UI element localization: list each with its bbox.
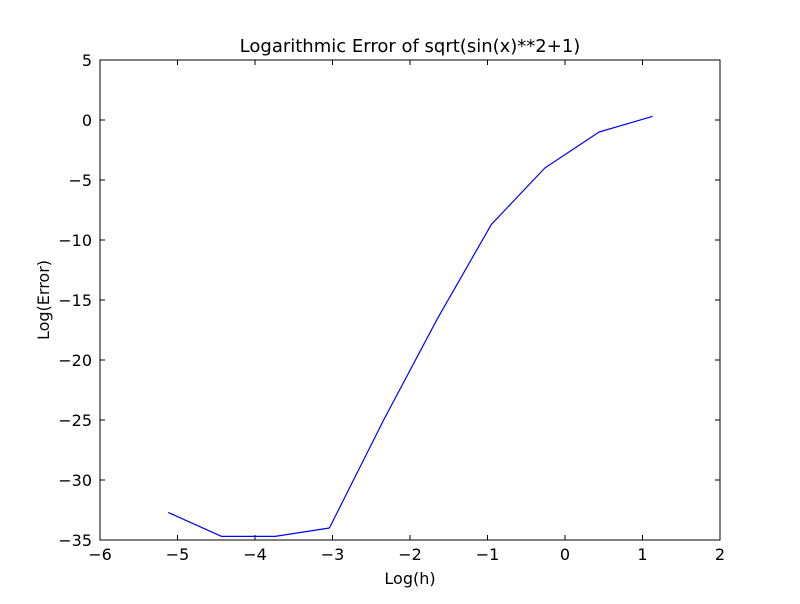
x-tick-label: 1 (637, 545, 647, 564)
x-tick-label: −4 (243, 545, 267, 564)
y-tick-label: 0 (82, 111, 92, 130)
plot-area: −6 −5 −4 −3 −2 −1 0 1 2−35−30−25−20−15−10−505 (58, 51, 725, 564)
x-tick-label: −1 (476, 545, 500, 564)
x-tick-label: −2 (398, 545, 422, 564)
x-tick-label: −5 (166, 545, 190, 564)
y-tick-label: −30 (58, 471, 92, 490)
chart-title: Logarithmic Error of sqrt(sin(x)**2+1) (240, 36, 581, 57)
y-tick-label: −15 (58, 291, 92, 310)
y-tick-label: −20 (58, 351, 92, 370)
series-line-0 (167, 115, 653, 538)
x-tick-label: 0 (560, 545, 570, 564)
x-tick-label: 2 (715, 545, 725, 564)
y-tick-label: −10 (58, 231, 92, 250)
y-tick-label: −5 (68, 171, 92, 190)
y-tick-label: 5 (82, 51, 92, 70)
x-axis-label: Log(h) (384, 569, 435, 588)
y-tick-label: −25 (58, 411, 92, 430)
y-axis-label: Log(Error) (34, 260, 53, 340)
y-tick-label: −35 (58, 531, 92, 550)
x-tick-label: −3 (321, 545, 345, 564)
x-tick-label: −6 (88, 545, 112, 564)
